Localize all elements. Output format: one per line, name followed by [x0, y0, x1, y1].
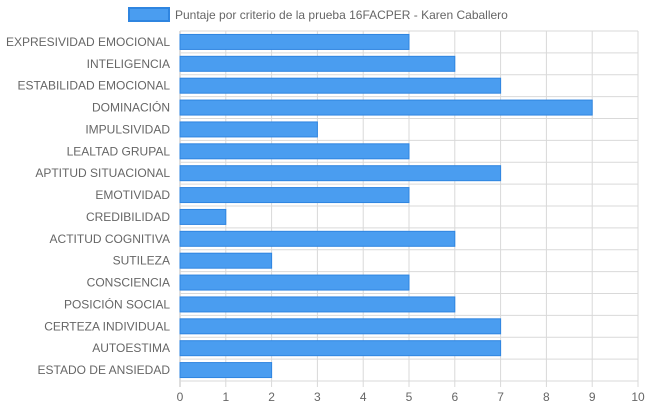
x-tick-label: 2: [268, 390, 275, 404]
legend[interactable]: Puntaje por criterio de la prueba 16FACP…: [128, 7, 508, 22]
bar[interactable]: [179, 77, 502, 94]
bar[interactable]: [179, 252, 273, 269]
bar[interactable]: [179, 187, 410, 204]
x-tick-label: 9: [589, 390, 596, 404]
category-label: SUTILEZA: [113, 254, 170, 268]
category-label: ESTABILIDAD EMOCIONAL: [18, 79, 171, 93]
category-label: DOMINACIÓN: [92, 100, 170, 115]
bar[interactable]: [179, 230, 456, 247]
bar[interactable]: [179, 55, 456, 72]
category-label: CONSCIENCIA: [87, 276, 170, 290]
bar[interactable]: [179, 208, 227, 225]
bar[interactable]: [179, 33, 410, 50]
category-label: INTELIGENCIA: [87, 57, 170, 71]
bar[interactable]: [179, 165, 502, 182]
category-label: CERTEZA INDIVIDUAL: [44, 319, 170, 333]
bar[interactable]: [179, 121, 318, 138]
x-tick-label: 6: [451, 390, 458, 404]
bar[interactable]: [179, 362, 273, 379]
x-tick-label: 10: [631, 390, 645, 404]
x-tick-label: 5: [406, 390, 413, 404]
x-tick-label: 7: [497, 390, 504, 404]
category-label: AUTOESTIMA: [92, 341, 170, 355]
x-tick-label: 4: [360, 390, 367, 404]
legend-swatch: [128, 7, 170, 22]
bar[interactable]: [179, 274, 410, 291]
bar[interactable]: [179, 318, 502, 335]
category-label: ACTITUD COGNITIVA: [50, 232, 170, 246]
category-label: IMPULSIVIDAD: [85, 122, 170, 136]
x-axis-tick-labels: 0 1 2 3 4 5 6 7 8 9 10: [177, 390, 645, 404]
category-label: APTITUD SITUACIONAL: [35, 166, 170, 180]
bar[interactable]: [179, 99, 593, 116]
x-tick-label: 1: [222, 390, 229, 404]
category-labels: EXPRESIVIDAD EMOCIONAL INTELIGENCIA ESTABI…: [6, 35, 170, 377]
legend-label: Puntaje por criterio de la prueba 16FACP…: [175, 8, 508, 22]
category-label: EMOTIVIDAD: [95, 188, 170, 202]
category-label: POSICIÓN SOCIAL: [64, 296, 170, 311]
bars: [179, 33, 593, 379]
category-label: ESTADO DE ANSIEDAD: [38, 363, 171, 377]
bar[interactable]: [179, 340, 502, 357]
x-tick-label: 0: [177, 390, 184, 404]
x-tick-label: 3: [314, 390, 321, 404]
category-label: CREDIBILIDAD: [86, 210, 170, 224]
bar[interactable]: [179, 143, 410, 160]
x-tick-label: 8: [543, 390, 550, 404]
category-label: LEALTAD GRUPAL: [67, 144, 171, 158]
bar[interactable]: [179, 296, 456, 313]
category-label: EXPRESIVIDAD EMOCIONAL: [6, 35, 170, 49]
